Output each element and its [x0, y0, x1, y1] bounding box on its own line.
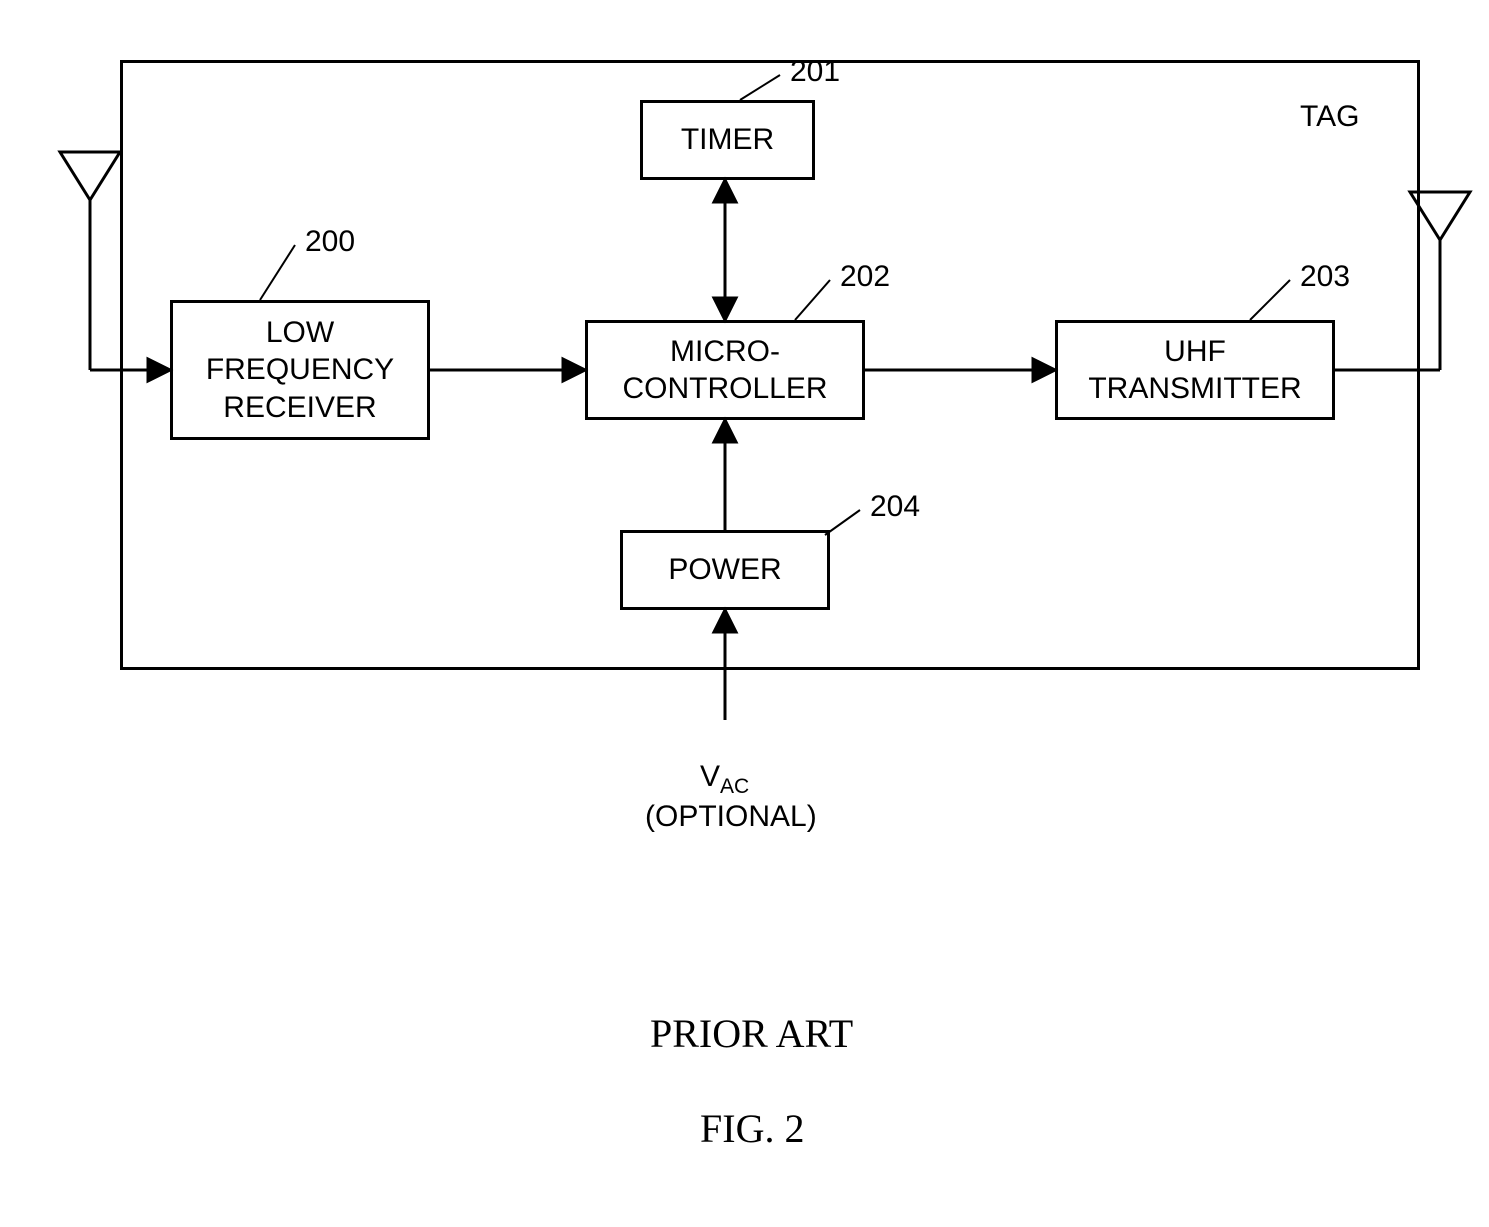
block-label: LOWFREQUENCYRECEIVER	[206, 314, 394, 427]
block-label: TIMER	[681, 121, 774, 159]
optional-label: (OPTIONAL)	[645, 800, 817, 834]
vac-label: VAC	[700, 760, 749, 799]
block-low-frequency-receiver: LOWFREQUENCYRECEIVER	[170, 300, 430, 440]
footer-fig-number: FIG. 2	[700, 1105, 804, 1152]
block-uhf-transmitter: UHFTRANSMITTER	[1055, 320, 1335, 420]
tag-label: TAG	[1300, 100, 1359, 134]
block-microcontroller: MICRO-CONTROLLER	[585, 320, 865, 420]
block-label: MICRO-CONTROLLER	[622, 333, 827, 408]
ref-label-204: 204	[870, 490, 920, 524]
ref-label-201: 201	[790, 55, 840, 89]
block-power: POWER	[620, 530, 830, 610]
block-label: POWER	[668, 551, 781, 589]
footer-prior-art: PRIOR ART	[650, 1010, 853, 1057]
ref-label-200: 200	[305, 225, 355, 259]
block-label: UHFTRANSMITTER	[1088, 333, 1301, 408]
diagram-stage: LOWFREQUENCYRECEIVER TIMER MICRO-CONTROL…	[0, 0, 1489, 1227]
block-timer: TIMER	[640, 100, 815, 180]
ref-label-203: 203	[1300, 260, 1350, 294]
ref-label-202: 202	[840, 260, 890, 294]
